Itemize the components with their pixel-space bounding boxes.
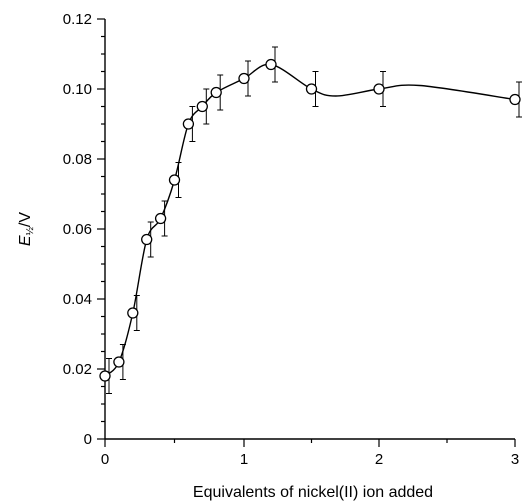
y-axis-title-symbol: E xyxy=(17,235,34,246)
error-bars xyxy=(106,46,522,394)
error-bar xyxy=(175,162,182,198)
y-tick-label: 0 xyxy=(84,431,92,448)
error-bar xyxy=(217,74,224,111)
axes: 0 0.02 0.04 0.06 0.08 0.10 0.12 0 1 2 3 xyxy=(63,11,519,468)
error-bar xyxy=(119,344,126,380)
error-bar xyxy=(245,60,251,97)
data-point xyxy=(99,370,111,382)
error-bar xyxy=(203,88,210,125)
y-tick-label: 0.02 xyxy=(63,361,92,378)
error-bar xyxy=(272,46,278,83)
error-bar xyxy=(312,71,319,107)
error-bar xyxy=(161,200,168,237)
x-tick-label: 0 xyxy=(101,451,109,468)
data-point xyxy=(238,72,250,85)
x-axis-title: Equivalents of nickel(II) ion added xyxy=(193,484,433,501)
data-point xyxy=(127,307,139,319)
y-ticks: 0 0.02 0.04 0.06 0.08 0.10 0.12 xyxy=(63,11,105,448)
data-point xyxy=(141,233,153,246)
y-axis-title-unit: /V xyxy=(17,212,34,227)
data-markers xyxy=(99,58,521,382)
error-bar xyxy=(106,358,112,394)
data-point xyxy=(509,93,521,106)
y-axis-title: E½/V xyxy=(17,212,36,246)
data-point xyxy=(154,212,167,225)
error-bar xyxy=(189,106,196,142)
y-tick-label: 0.12 xyxy=(63,11,92,28)
y-axis-title-subscript: ½ xyxy=(25,226,36,235)
data-point xyxy=(373,83,385,95)
y-tick-label: 0.10 xyxy=(63,81,92,98)
data-point xyxy=(210,86,222,99)
x-tick-label: 3 xyxy=(511,451,519,468)
y-tick-label: 0.08 xyxy=(63,151,92,168)
error-bar xyxy=(380,71,386,107)
y-tick-label: 0.04 xyxy=(63,291,92,308)
data-point xyxy=(182,118,195,130)
error-bar xyxy=(516,81,522,118)
x-ticks: 0 1 2 3 xyxy=(101,439,519,468)
data-point xyxy=(305,83,318,95)
data-point xyxy=(113,356,125,368)
error-bar xyxy=(147,221,154,258)
data-point xyxy=(265,58,277,71)
x-tick-label: 1 xyxy=(240,451,248,468)
error-bar xyxy=(133,295,140,331)
fit-curve xyxy=(104,63,516,377)
x-tick-label: 2 xyxy=(375,451,383,468)
data-point xyxy=(168,174,181,186)
y-tick-label: 0.06 xyxy=(63,221,92,238)
data-point xyxy=(196,100,208,113)
